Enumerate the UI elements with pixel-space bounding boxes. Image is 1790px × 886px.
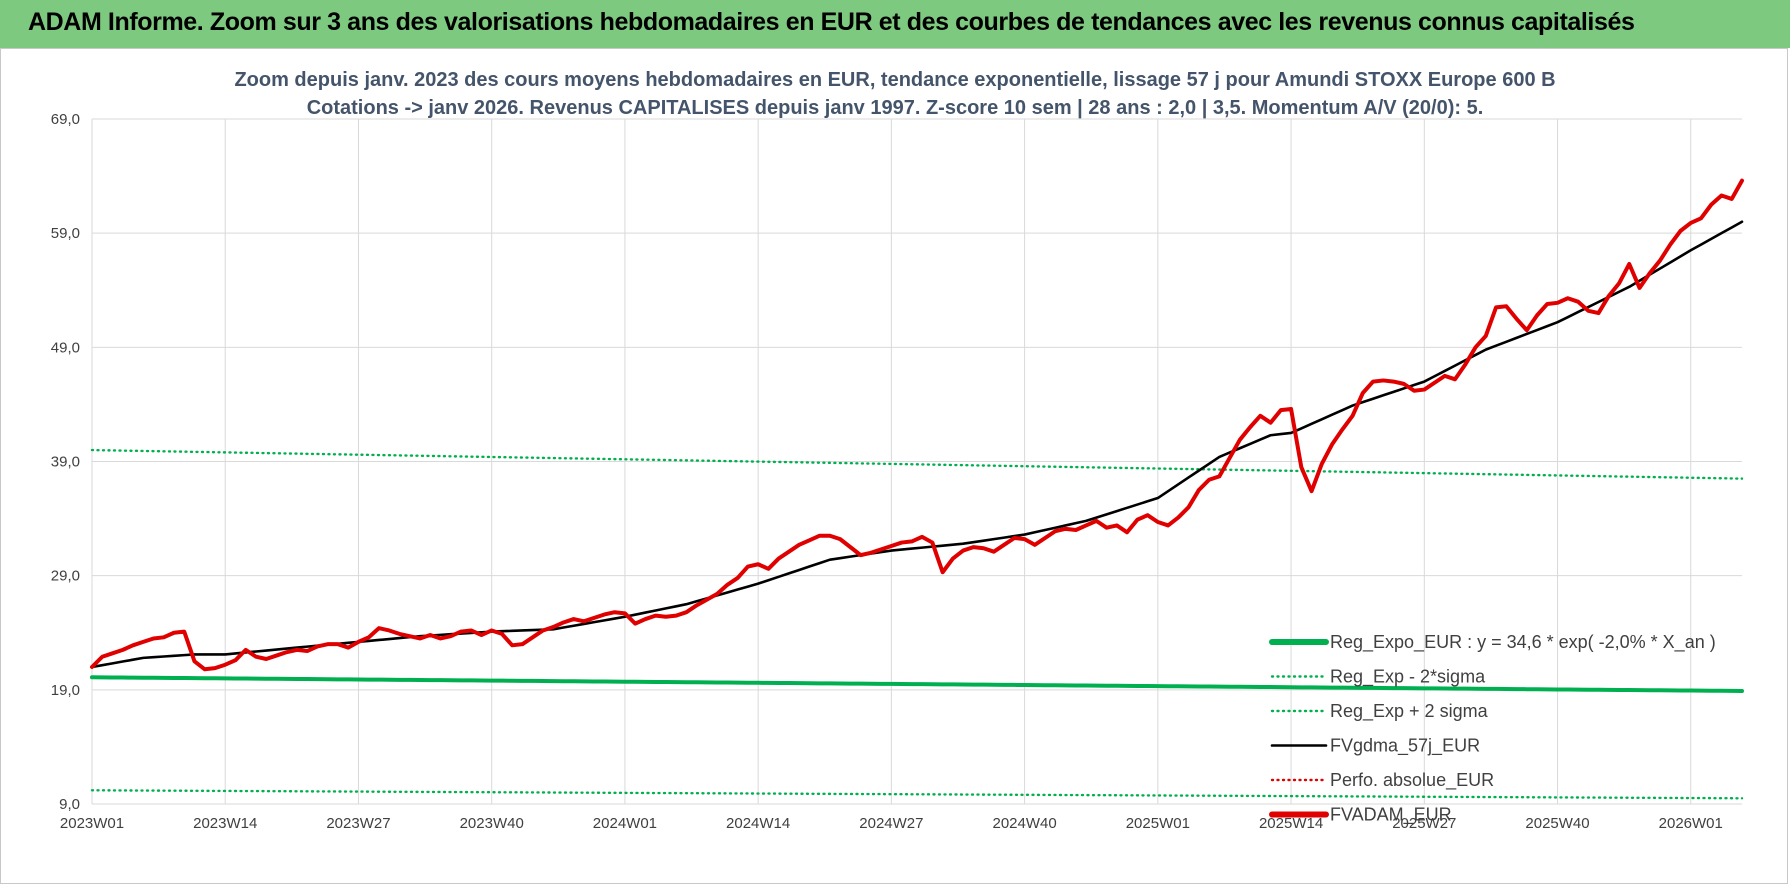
x-tick-label: 2025W01	[1126, 815, 1190, 832]
x-axis: 2023W01 2023W14 2023W27 2023W40 2024W01 2024W…	[60, 815, 1723, 832]
chart: Zoom depuis janv. 2023 des cours moyens …	[51, 69, 1744, 832]
x-tick-label: 2024W40	[992, 815, 1056, 832]
legend-label: Reg_Expo_EUR : y = 34,6 * exp( -2,0% * X…	[1330, 632, 1716, 653]
legend-label: Reg_Exp + 2 sigma	[1330, 701, 1489, 722]
series-line-2	[90, 448, 1744, 480]
chart-frame	[0, 48, 1788, 884]
x-tick-label: 2025W14	[1259, 815, 1323, 832]
chart-subtitle: Cotations -> janv 2026. Revenus CAPITALI…	[307, 97, 1484, 119]
legend-label: FVADAM_EUR	[1330, 805, 1452, 826]
y-tick-label: 29,0	[51, 568, 80, 585]
legend-label: Perfo. absolue_EUR	[1330, 770, 1494, 791]
y-tick-label: 59,0	[51, 225, 80, 242]
x-tick-label: 2024W27	[859, 815, 923, 832]
legend-label: FVgdma_57j_EUR	[1330, 736, 1480, 757]
series-line-3	[90, 220, 1744, 669]
x-tick-label: 2024W14	[726, 815, 790, 832]
grid	[91, 118, 1742, 805]
y-tick-label: 69,0	[51, 111, 80, 128]
series-line-5	[90, 178, 1744, 672]
report-title: ADAM Informe. Zoom sur 3 ans des valoris…	[28, 8, 1635, 36]
series-line-1	[90, 789, 1744, 800]
legend: Reg_Expo_EUR : y = 34,6 * exp( -2,0% * X…	[1269, 632, 1716, 826]
x-tick-label: 2023W40	[460, 815, 524, 832]
x-tick-label: 2023W27	[326, 815, 390, 832]
y-tick-label: 9,0	[59, 796, 80, 813]
y-axis: 9,0 19,0 29,0 39,0 49,0 59,0 69,0	[51, 111, 80, 813]
x-tick-label: 2026W01	[1659, 815, 1723, 832]
x-tick-label: 2025W40	[1525, 815, 1589, 832]
y-tick-label: 39,0	[51, 454, 80, 471]
series-line-0	[90, 675, 1744, 693]
legend-label: Reg_Exp - 2*sigma	[1330, 667, 1486, 688]
x-tick-label: 2023W14	[193, 815, 257, 832]
y-tick-label: 19,0	[51, 682, 80, 699]
x-tick-label: 2025W27	[1392, 815, 1456, 832]
plot-area	[90, 178, 1744, 800]
x-tick-label: 2024W01	[593, 815, 657, 832]
chart-title: Zoom depuis janv. 2023 des cours moyens …	[234, 69, 1555, 91]
y-tick-label: 49,0	[51, 339, 80, 356]
x-tick-label: 2023W01	[60, 815, 124, 832]
report-banner: ADAM Informe. Zoom sur 3 ans des valoris…	[0, 0, 1790, 48]
